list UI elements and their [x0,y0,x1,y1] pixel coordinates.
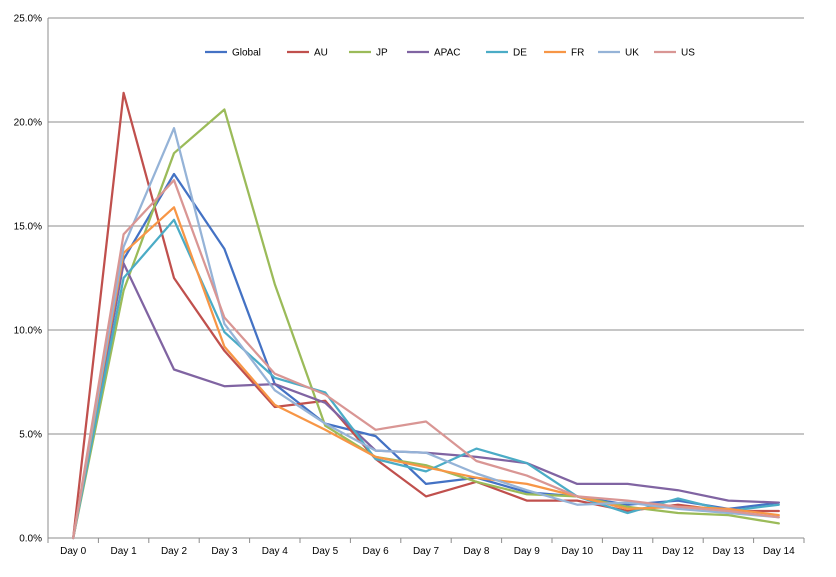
series-line-de [72,218,780,540]
legend-item-fr: FR [544,48,584,59]
x-tick-label: Day 3 [211,546,238,557]
legend-item-global: Global [205,48,261,59]
series-line-uk [72,127,780,540]
x-tick-label: Day 6 [363,546,390,557]
legend-item-de: DE [486,48,527,59]
y-tick-label: 10.0% [14,326,42,337]
y-tick-label: 5.0% [19,430,42,441]
series-line-fr [72,206,780,540]
x-tick-label: Day 2 [161,546,188,557]
legend-item-us: US [654,48,695,59]
series-line-jp [72,108,780,540]
legend-label: Global [232,48,261,59]
legend-item-au: AU [287,48,328,59]
legend-label: DE [513,48,527,59]
legend-item-uk: UK [598,48,639,59]
x-tick-label: Day 14 [763,546,795,557]
legend-item-jp: JP [349,48,388,59]
x-tick-label: Day 0 [60,546,87,557]
series-line-global [72,172,780,540]
gridlines [48,17,804,435]
series-lines [72,91,780,540]
axes: 0.0% 5.0% 10.0% 15.0% 20.0% 25.0% Day 0 Day 1 Da… [14,14,805,557]
legend-label: AU [314,48,328,59]
x-tick-label: Day 7 [413,546,440,557]
legend-label: JP [376,48,388,59]
x-tick-label: Day 10 [561,546,593,557]
legend: Global AU JP APAC DE FR UK US [205,48,695,59]
x-tick-label: Day 11 [612,546,643,557]
y-tick-label: 25.0% [14,14,42,25]
x-tick-label: Day 5 [312,546,339,557]
series-line-us [72,179,780,540]
x-tick-label: Day 4 [262,546,289,557]
x-tick-label: Day 1 [111,546,138,557]
x-tick-label: Day 8 [463,546,490,557]
legend-item-apac: APAC [407,48,461,59]
y-tick-label: 15.0% [14,222,42,233]
y-tick-label: 20.0% [14,118,42,129]
legend-label: APAC [434,48,461,59]
legend-label: UK [625,48,639,59]
x-tick-label: Day 13 [713,546,745,557]
x-tick-label: Day 9 [514,546,541,557]
x-tick-label: Day 12 [662,546,694,557]
y-tick-label: 0.0% [19,534,42,545]
legend-label: US [681,48,695,59]
legend-label: FR [571,48,584,59]
